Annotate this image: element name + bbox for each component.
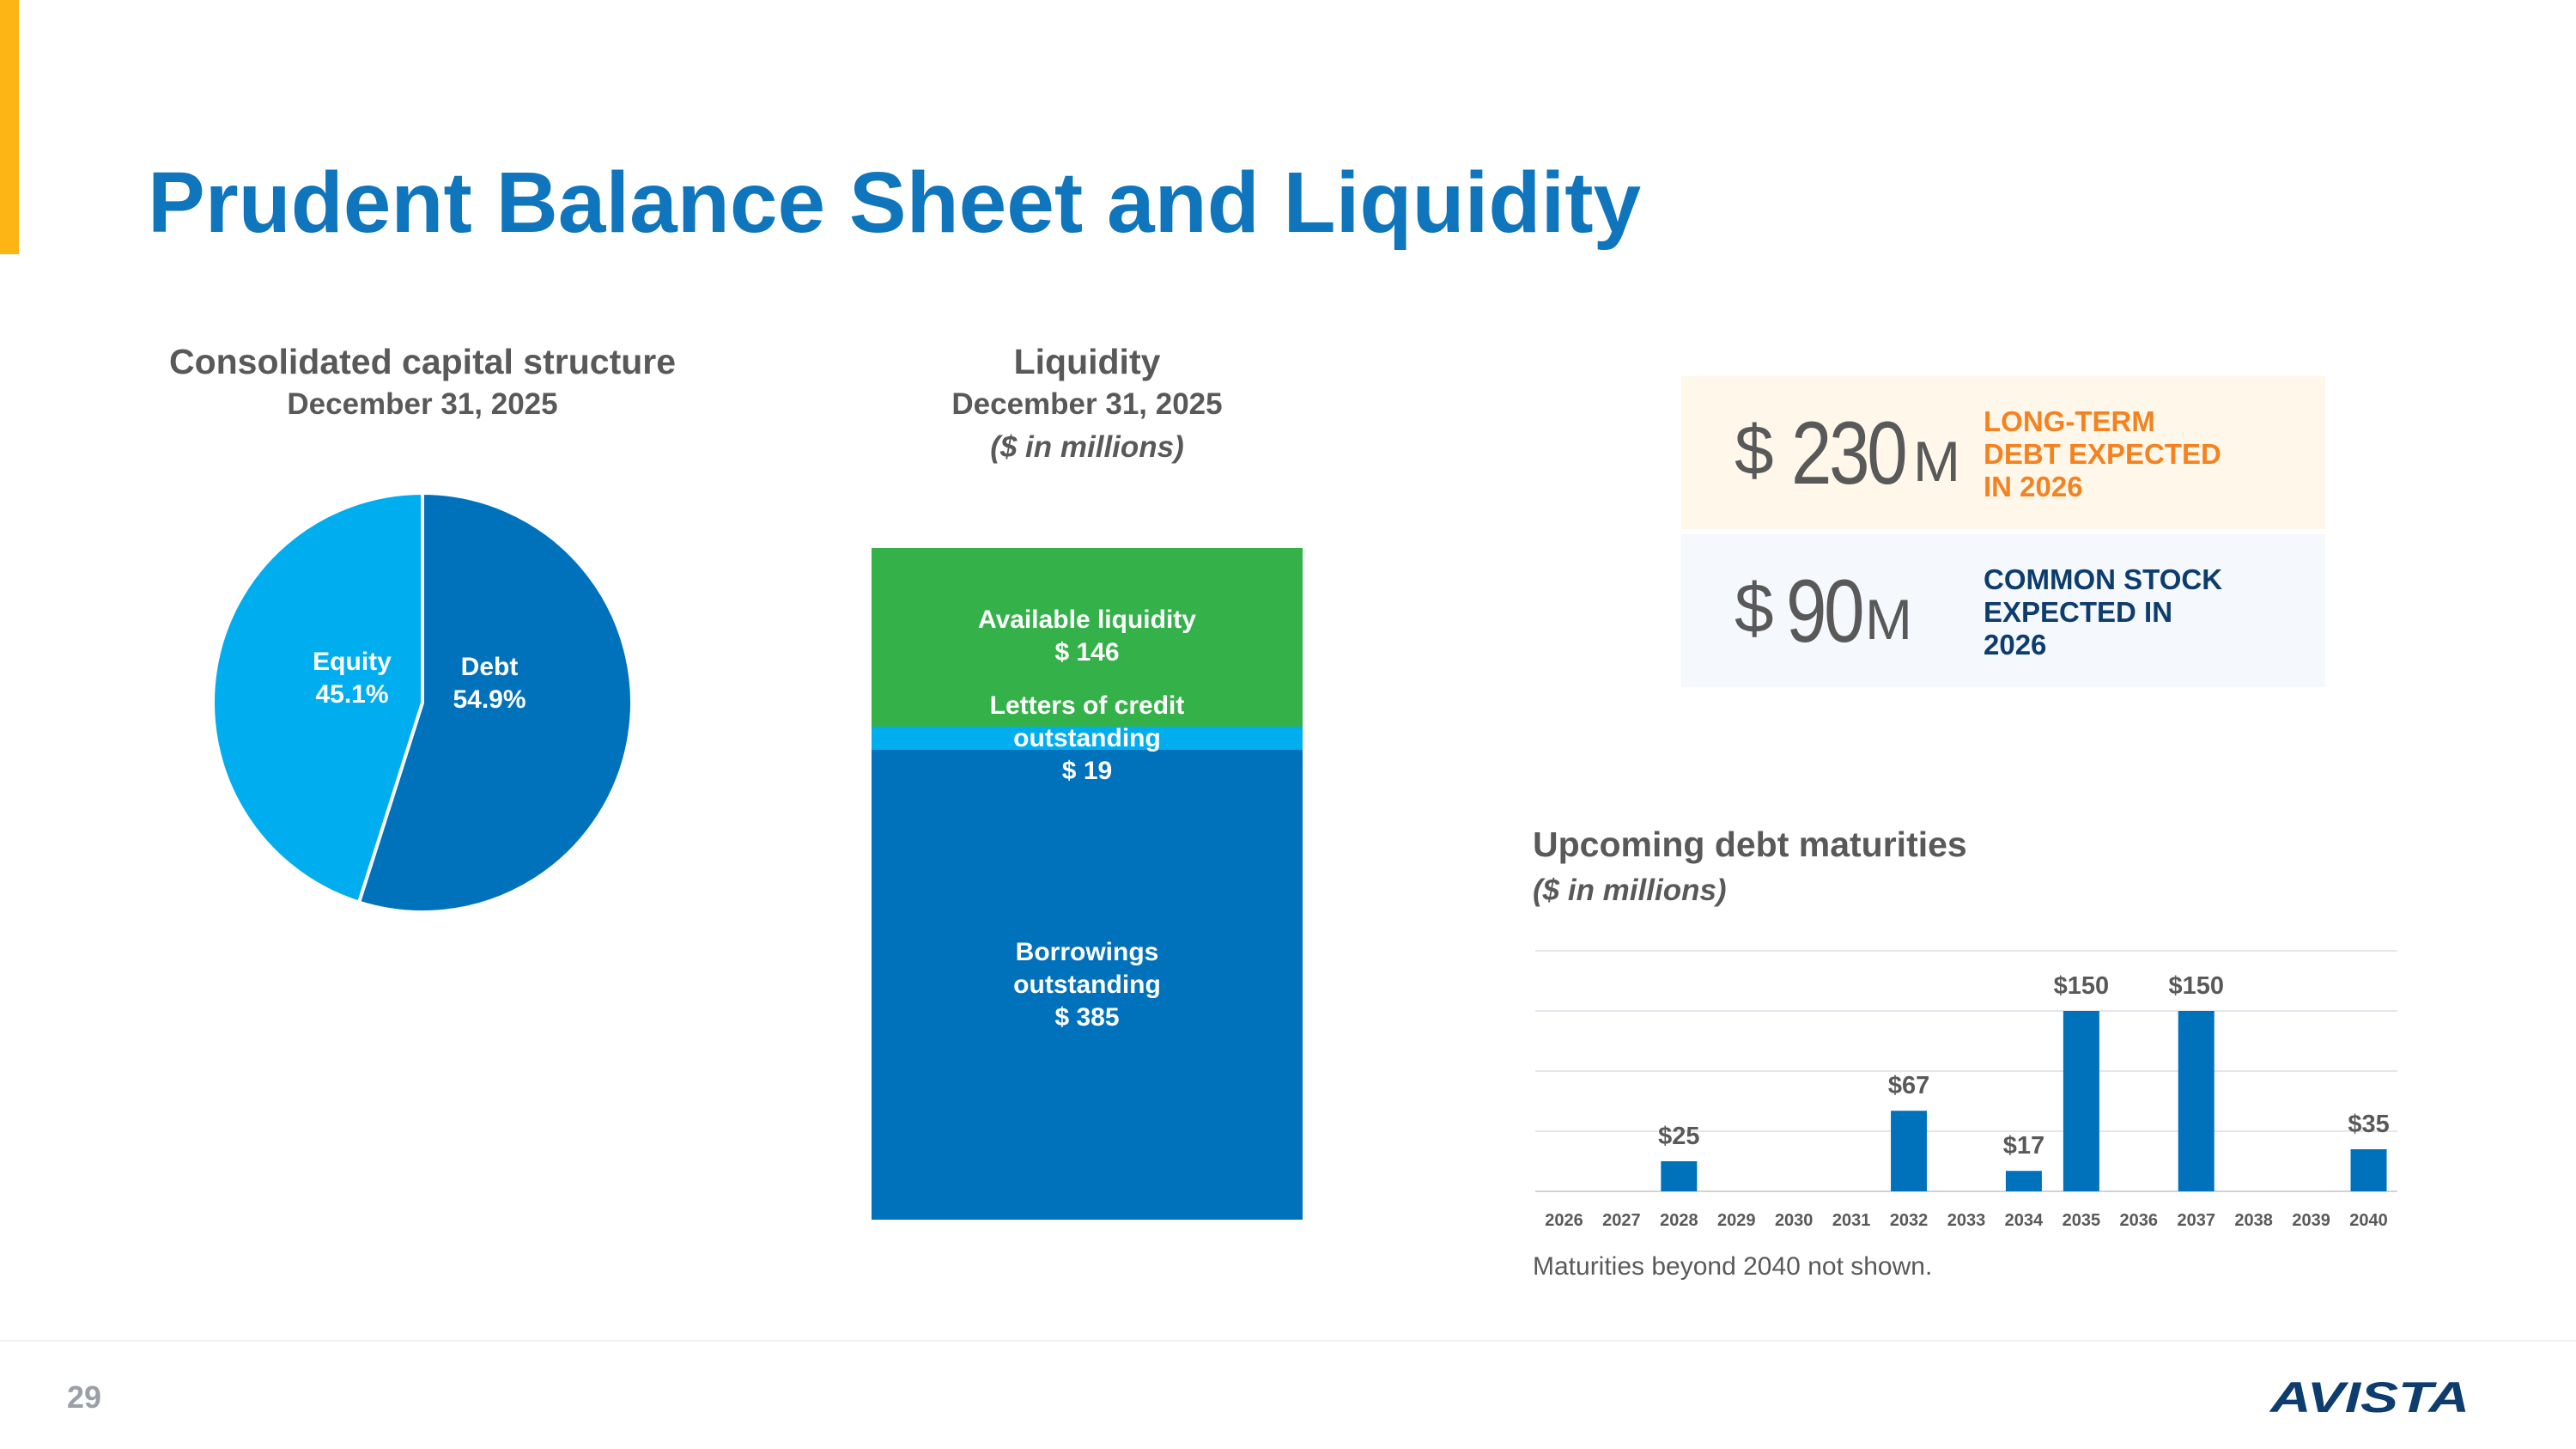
tick-label-2026: 2026 xyxy=(1545,1211,1583,1230)
label-letters-of-credit-value: $ 19 xyxy=(1061,757,1113,785)
svg-text:AVISTA: AVISTA xyxy=(2268,1373,2470,1418)
tick-label-2036: 2036 xyxy=(2120,1211,2159,1230)
capital-structure-title: Consolidated capital structure xyxy=(168,342,677,381)
kpi-long-term-debt-dollar: $ xyxy=(1735,411,1774,490)
debt-maturities-bar-chart: 2026 2027 $25 2028 2029 2030 2031 $67 2032 2033 $1… xyxy=(1535,950,2397,1230)
bar-2035 xyxy=(2063,1011,2099,1191)
liquidity-segment-borrowings xyxy=(872,749,1303,1220)
tick-label-2035: 2035 xyxy=(2063,1211,2101,1230)
kpi-common-stock-unit: M xyxy=(1865,588,1912,651)
page-number: 29 xyxy=(67,1379,102,1415)
tick-label-2027: 2027 xyxy=(1602,1211,1641,1230)
debt-maturities-footnote: Maturities beyond 2040 not shown. xyxy=(1533,1252,1933,1281)
liquidity-segment-letters-of-credit xyxy=(872,726,1303,750)
kpi-long-term-debt-number: 230 xyxy=(1791,404,1908,503)
kpi-common-stock-number: 90 xyxy=(1786,562,1865,661)
footer-divider xyxy=(0,1340,2576,1342)
tick-label-2033: 2033 xyxy=(1947,1211,1986,1230)
data-label-2040: $35 xyxy=(2348,1111,2389,1138)
data-label-2037: $150 xyxy=(2168,972,2224,1000)
pie-label-equity-value: 45.1% xyxy=(315,680,389,709)
accent-bar xyxy=(0,0,19,254)
pie-slice-debt xyxy=(356,490,634,914)
tick-label-2032: 2032 xyxy=(1890,1211,1929,1230)
liquidity-date: December 31, 2025 xyxy=(951,387,1223,421)
label-borrowings-value: $ 385 xyxy=(1054,1003,1120,1032)
kpi-long-term-debt-text: LONG-TERM DEBT EXPECTED IN 2026 xyxy=(1984,405,2221,502)
label-available-liquidity-value: $ 146 xyxy=(1054,638,1120,667)
liquidity-title: Liquidity xyxy=(1013,342,1161,381)
kpi-long-term-debt: $ 230 M LONG-TERM DEBT EXPECTED IN 2026 xyxy=(1681,376,2325,529)
kpi-common-stock-dollar: $ xyxy=(1735,569,1774,648)
bar-2034 xyxy=(2005,1171,2042,1191)
pie-label-debt: Debt 54.9% xyxy=(421,651,558,716)
liquidity-stacked-bar xyxy=(872,548,1303,1220)
tick-label-2028: 2028 xyxy=(1660,1211,1698,1230)
capital-structure-date: December 31, 2025 xyxy=(287,387,558,421)
kpi-long-term-debt-unit: M xyxy=(1913,429,1960,493)
label-borrowings-line2: outstanding xyxy=(1013,971,1161,999)
pie-label-debt-value: 54.9% xyxy=(453,685,526,714)
kpi-common-stock: $ 90 M COMMON STOCK EXPECTED IN 2026 xyxy=(1681,534,2325,687)
data-label-2035: $150 xyxy=(2054,972,2110,1000)
liquidity-units: ($ in millions) xyxy=(990,430,1184,464)
liquidity-segment-available xyxy=(872,548,1303,727)
label-letters-of-credit-line2: outstanding xyxy=(1013,724,1161,752)
data-label-2032: $67 xyxy=(1888,1072,1929,1099)
tick-label-2031: 2031 xyxy=(1832,1211,1871,1230)
kpi-common-stock-text: COMMON STOCK EXPECTED IN 2026 xyxy=(1984,563,2223,661)
pie-label-debt-name: Debt xyxy=(460,653,519,681)
pie-slice-equity xyxy=(211,490,424,905)
tick-label-2037: 2037 xyxy=(2177,1211,2215,1230)
data-label-2034: $17 xyxy=(2003,1132,2044,1160)
label-available-liquidity-name: Available liquidity xyxy=(978,606,1196,634)
tick-label-2034: 2034 xyxy=(2005,1211,2044,1230)
label-letters-of-credit: Letters of credit outstanding $ 19 xyxy=(872,690,1303,788)
debt-maturities-title: Upcoming debt maturities xyxy=(1533,825,1967,864)
avista-logo: AVISTA xyxy=(2268,1373,2470,1418)
pie-label-equity-name: Equity xyxy=(313,648,392,676)
data-label-2028: $25 xyxy=(1658,1123,1699,1150)
label-borrowings-line1: Borrowings xyxy=(1015,938,1159,966)
label-borrowings: Borrowings outstanding $ 385 xyxy=(872,936,1303,1034)
tick-label-2039: 2039 xyxy=(2292,1211,2330,1230)
capital-structure-pie-chart xyxy=(211,490,634,914)
debt-maturities-units: ($ in millions) xyxy=(1533,874,1727,907)
tick-label-2038: 2038 xyxy=(2234,1211,2273,1230)
bar-2028 xyxy=(1661,1161,1698,1191)
page-title: Prudent Balance Sheet and Liquidity xyxy=(148,155,1642,251)
capital-structure-heading: Consolidated capital structure December … xyxy=(113,340,732,426)
tick-label-2040: 2040 xyxy=(2349,1211,2388,1230)
bar-2037 xyxy=(2178,1011,2215,1191)
bar-2032 xyxy=(1891,1111,1928,1191)
bar-2040 xyxy=(2350,1149,2387,1191)
label-available-liquidity: Available liquidity $ 146 xyxy=(872,604,1303,669)
liquidity-heading: Liquidity December 31, 2025 ($ in millio… xyxy=(872,340,1302,469)
tick-label-2029: 2029 xyxy=(1717,1211,1756,1230)
tick-label-2030: 2030 xyxy=(1775,1211,1814,1230)
label-letters-of-credit-line1: Letters of credit xyxy=(989,691,1185,720)
pie-label-equity: Equity 45.1% xyxy=(283,646,421,711)
